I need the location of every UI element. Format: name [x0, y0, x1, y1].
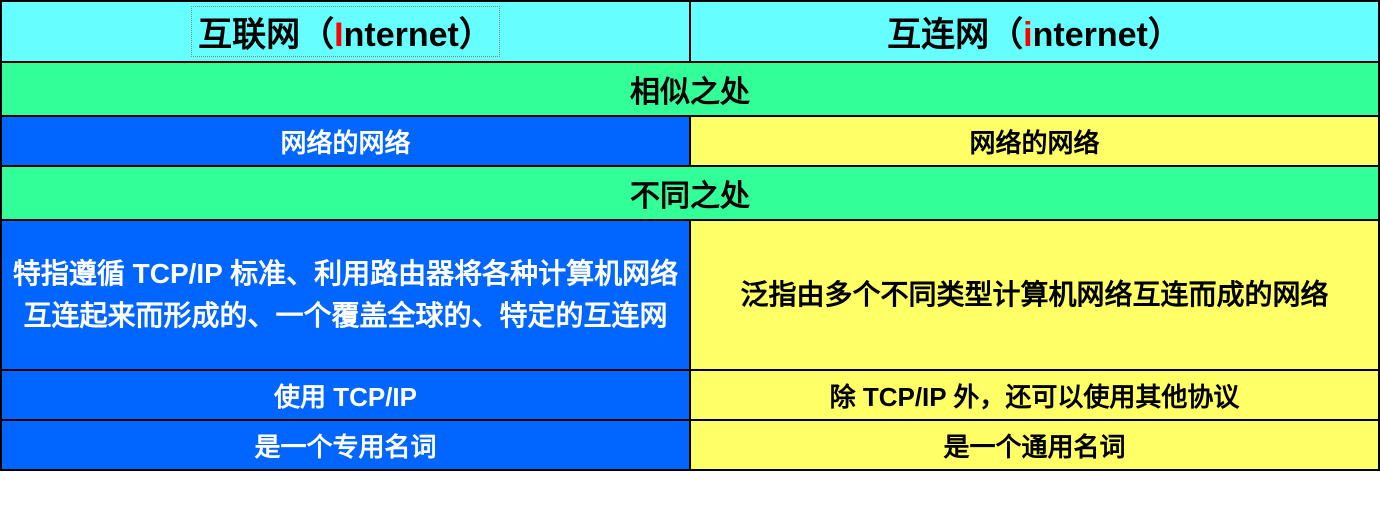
similar-left: 网络的网络 — [1, 116, 690, 166]
header-right-post: nternet） — [1033, 16, 1182, 54]
similar-content-row: 网络的网络 网络的网络 — [1, 116, 1379, 166]
comparison-table-container: 互联网（Internet） 互连网（internet） 相似之处 网络的网络 网… — [0, 0, 1380, 471]
diff2-left: 是一个专用名词 — [1, 420, 690, 470]
comparison-table: 互联网（Internet） 互连网（internet） 相似之处 网络的网络 网… — [0, 0, 1380, 471]
diff-row-1: 使用 TCP/IP 除 TCP/IP 外，还可以使用其他协议 — [1, 370, 1379, 420]
header-row: 互联网（Internet） 互连网（internet） — [1, 1, 1379, 62]
diff-row-2: 是一个专用名词 是一个通用名词 — [1, 420, 1379, 470]
header-right-cell: 互连网（internet） — [690, 1, 1379, 62]
diff0-right: 泛指由多个不同类型计算机网络互连而成的网络 — [690, 220, 1379, 370]
header-left-pre: 互联网（ — [198, 16, 334, 54]
similar-right: 网络的网络 — [690, 116, 1379, 166]
diff1-left: 使用 TCP/IP — [1, 370, 690, 420]
section-similar-row: 相似之处 — [1, 62, 1379, 116]
section-different-row: 不同之处 — [1, 166, 1379, 220]
header-right-pre: 互连网（ — [887, 16, 1023, 54]
diff1-right: 除 TCP/IP 外，还可以使用其他协议 — [690, 370, 1379, 420]
header-left-text: 互联网（Internet） — [191, 6, 500, 57]
diff0-left: 特指遵循 TCP/IP 标准、利用路由器将各种计算机网络互连起来而形成的、一个覆… — [1, 220, 690, 370]
header-right-accent: i — [1023, 16, 1032, 54]
section-different-label: 不同之处 — [1, 166, 1379, 220]
header-left-cell: 互联网（Internet） — [1, 1, 690, 62]
header-left-accent: I — [334, 16, 343, 54]
header-left-post: nternet） — [344, 16, 493, 54]
diff2-right: 是一个通用名词 — [690, 420, 1379, 470]
diff-row-0: 特指遵循 TCP/IP 标准、利用路由器将各种计算机网络互连起来而形成的、一个覆… — [1, 220, 1379, 370]
header-right-text: 互连网（internet） — [887, 7, 1182, 56]
section-similar-label: 相似之处 — [1, 62, 1379, 116]
